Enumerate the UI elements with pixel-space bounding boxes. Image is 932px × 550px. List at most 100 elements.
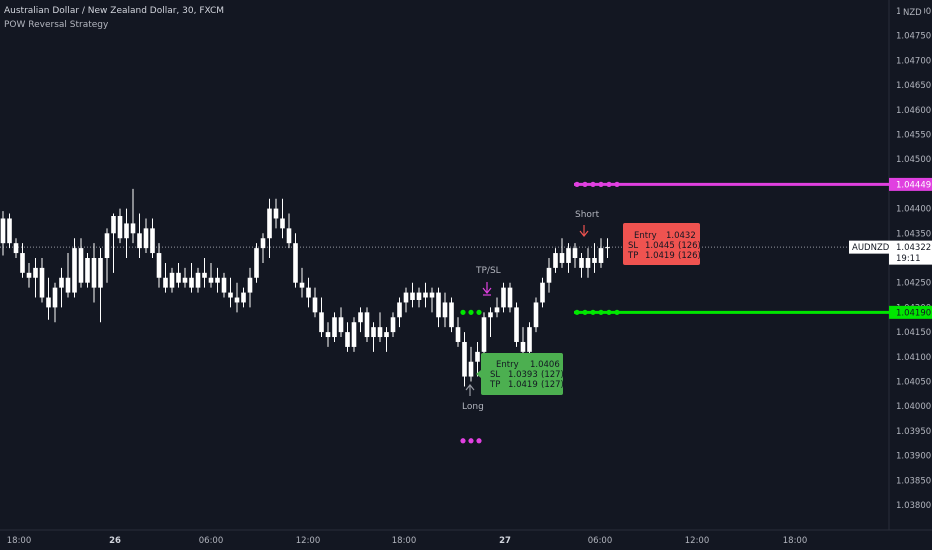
candle	[371, 322, 376, 352]
candle	[403, 287, 409, 313]
price-tick-label: 1.04250	[896, 279, 931, 289]
candle	[98, 248, 103, 323]
long-target-dot	[582, 309, 588, 315]
candle	[364, 307, 370, 342]
candle	[65, 253, 71, 298]
candle	[410, 282, 415, 308]
candle	[358, 307, 363, 333]
candle	[143, 218, 149, 254]
long-target-dot	[598, 309, 604, 315]
time-tick-label: 26	[109, 536, 121, 546]
currency-badge-bg	[900, 5, 924, 18]
short-sl-value: 1.0445	[645, 241, 675, 251]
svg-text:1.04449: 1.04449	[896, 180, 931, 190]
current-price-label: AUDNZD 1.04322 19:11	[849, 240, 932, 265]
candle	[52, 282, 58, 323]
candle	[598, 238, 604, 268]
short-sl-label: SL	[628, 241, 638, 251]
candle	[527, 322, 532, 357]
price-tick-label: 1.03850	[896, 476, 931, 486]
long-tp-dot	[468, 309, 474, 315]
short-entry-label: Entry	[634, 231, 657, 241]
short-stop-price-label: 1.04449	[889, 177, 932, 191]
short-signal-label: Short	[575, 210, 600, 220]
candle	[572, 243, 578, 268]
candle	[156, 243, 162, 288]
candle	[91, 243, 97, 303]
candle	[104, 228, 110, 283]
candle	[429, 287, 435, 313]
long-target-dot	[590, 309, 596, 315]
candle	[351, 317, 357, 352]
candle	[455, 317, 461, 347]
time-axis[interactable]: 18:00 26 06:00 12:00 18:00 27 06:00 12:00 18:00	[7, 536, 808, 546]
long-entry-value: 1.0406	[530, 360, 560, 370]
short-stop-dot	[574, 181, 580, 187]
short-tp-pips: (126)	[678, 251, 701, 261]
time-tick-label: 12:00	[296, 536, 321, 546]
candle	[436, 287, 441, 328]
time-tick-label: 18:00	[783, 536, 808, 546]
candles	[0, 188, 610, 387]
indicator-name: POW Reversal Strategy	[4, 20, 109, 30]
candle	[163, 262, 168, 293]
signal-dots	[460, 181, 620, 444]
candle	[579, 253, 584, 278]
short-tp-value: 1.0419	[645, 251, 675, 261]
svg-text:1.04322: 1.04322	[896, 243, 931, 253]
candle	[338, 307, 344, 338]
candle	[397, 297, 402, 328]
candle	[111, 213, 116, 273]
candle	[481, 312, 487, 357]
candle	[319, 297, 324, 338]
candle	[533, 297, 539, 333]
candle	[228, 277, 233, 308]
short-stop-dot	[582, 181, 588, 187]
candle	[280, 198, 285, 239]
candle	[501, 282, 506, 313]
long-entry-label: Entry	[496, 360, 519, 370]
candle	[345, 322, 350, 352]
candle	[150, 218, 155, 258]
price-tick-label: 1.04700	[896, 56, 931, 66]
long-stop-dot	[460, 438, 466, 444]
candle	[85, 253, 90, 288]
candle	[7, 213, 12, 249]
candle	[195, 267, 201, 293]
long-signal-label: Long	[462, 402, 484, 412]
candle	[78, 238, 84, 288]
price-tick-label: 1.04150	[896, 328, 931, 338]
candle	[202, 258, 207, 288]
short-stop-dot	[606, 181, 612, 187]
candle	[20, 243, 25, 278]
candle	[215, 267, 220, 293]
currency-badge: NZD	[903, 8, 922, 18]
tpsl-signal-label: TP/SL	[475, 266, 501, 276]
candle	[325, 322, 331, 347]
candle	[592, 243, 597, 273]
candle	[72, 238, 77, 298]
long-target-dot	[606, 309, 612, 315]
long-tp-dot	[460, 309, 466, 315]
candle	[312, 287, 318, 318]
candle	[254, 243, 259, 283]
time-tick-label: 06:00	[588, 536, 613, 546]
time-tick-label: 12:00	[685, 536, 710, 546]
candle	[46, 277, 51, 320]
candle	[605, 238, 610, 258]
long-target-price-label: 1.04190	[889, 305, 932, 319]
long-stop-dot	[476, 438, 482, 444]
candle	[0, 211, 6, 256]
long-target-dot	[574, 309, 580, 315]
candle	[585, 248, 591, 278]
price-tick-label: 1.04000	[896, 402, 931, 412]
svg-text:AUDNZD: AUDNZD	[852, 243, 890, 253]
long-tp-value: 1.0419	[508, 380, 538, 390]
candle	[494, 297, 500, 318]
candle	[260, 233, 266, 263]
price-tick-label: 1.04050	[896, 378, 931, 388]
candle	[273, 198, 279, 229]
candle	[241, 287, 246, 308]
price-tick-label: 1.04600	[896, 106, 931, 116]
